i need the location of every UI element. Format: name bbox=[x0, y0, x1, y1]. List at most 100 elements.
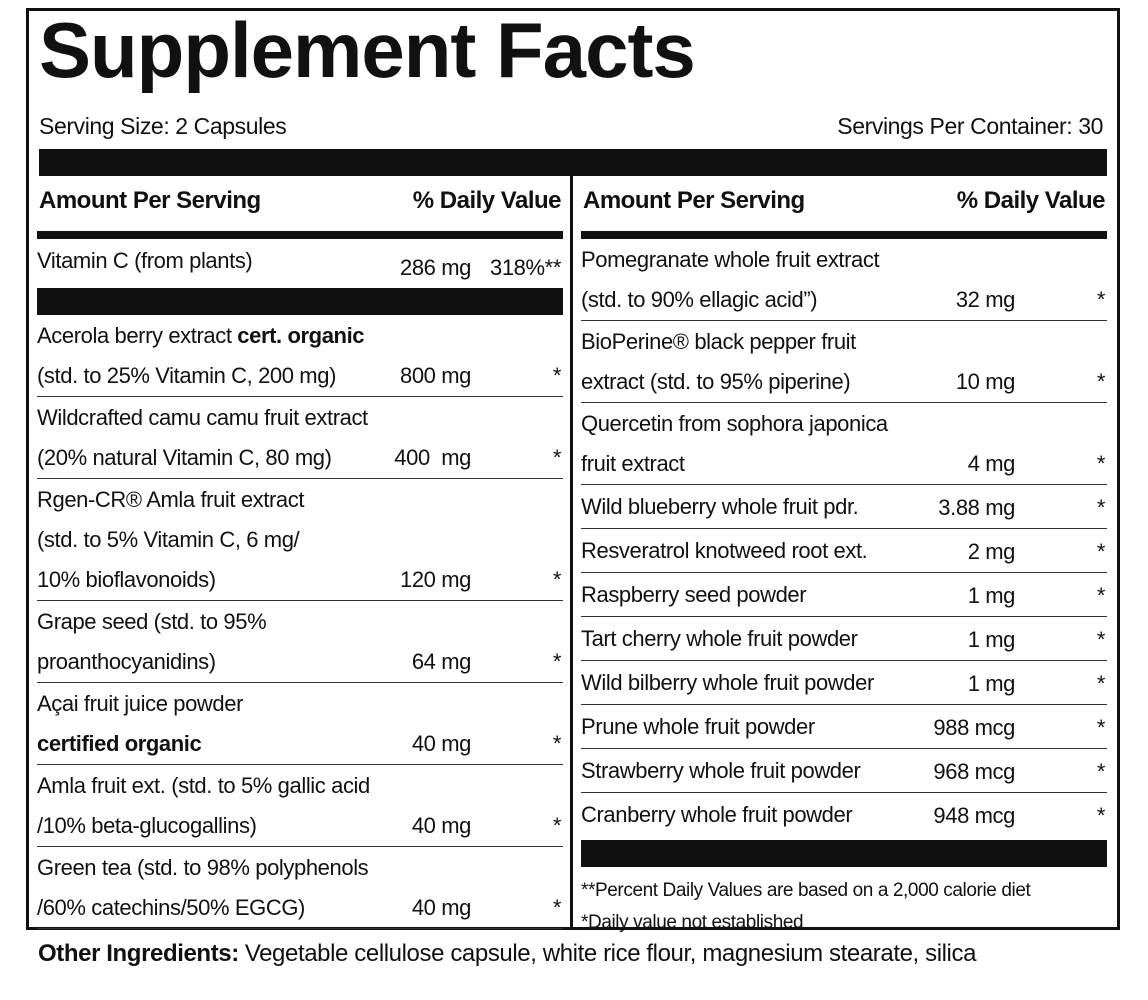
separator-bar bbox=[39, 149, 1107, 176]
daily-value: * bbox=[1096, 369, 1106, 394]
ingredient-row: Rgen-CR® Amla fruit extract (std. to 5% V… bbox=[37, 479, 563, 601]
ingredient-row: Amla fruit ext. (std. to 5% gallic acid /… bbox=[37, 765, 563, 847]
amount: 40 mg bbox=[411, 731, 472, 756]
ingredient-text: Wildcrafted camu camu fruit extract bbox=[37, 405, 368, 430]
ingredient-row: Quercetin from sophora japonica fruit ext… bbox=[581, 403, 1107, 485]
ingredient-row: Vitamin C (from plants) 286 mg 318%** bbox=[37, 239, 563, 288]
ingredient-row: Tart cherry whole fruit powder 1 mg * bbox=[581, 617, 1107, 661]
ingredient-text: Rgen-CR® Amla fruit extract bbox=[37, 487, 305, 512]
ingredient-text: certified organic bbox=[37, 731, 202, 756]
daily-value: * bbox=[552, 363, 562, 388]
ingredient-text: Vitamin C (from plants) bbox=[37, 248, 253, 273]
primary-rows: Vitamin C (from plants) 286 mg 318%** bbox=[37, 239, 563, 288]
serving-size: Serving Size: 2 Capsules bbox=[39, 113, 287, 139]
daily-value: * bbox=[1096, 539, 1106, 564]
ingredient-text: Cranberry whole fruit powder bbox=[581, 802, 853, 827]
footnote: **Percent Daily Values are based on a 2,… bbox=[581, 880, 1031, 901]
ingredient-line: Strawberry whole fruit powder bbox=[581, 750, 1107, 792]
ingredient-row: Prune whole fruit powder 988 mcg * bbox=[581, 705, 1107, 749]
ingredient-text: (std. to 25% Vitamin C, 200 mg) bbox=[37, 363, 336, 388]
ingredient-row: BioPerine® black pepper fruit extract (st… bbox=[581, 321, 1107, 403]
amount: 948 mcg bbox=[933, 803, 1015, 828]
ingredient-text: Strawberry whole fruit powder bbox=[581, 758, 861, 783]
dv-header: % Daily Value bbox=[956, 187, 1106, 214]
ingredient-line: Acerola berry extract cert. organic bbox=[37, 316, 563, 356]
ingredient-text: /10% beta-glucogallins) bbox=[37, 813, 257, 838]
other-label: Other Ingredients: bbox=[38, 940, 239, 967]
daily-value: * bbox=[1096, 803, 1106, 828]
ingredient-line: Vitamin C (from plants) bbox=[37, 240, 563, 282]
amount: 120 mg bbox=[400, 567, 471, 592]
ingredient-line: /60% catechins/50% EGCG) bbox=[37, 888, 563, 928]
ingredient-line: Cranberry whole fruit powder bbox=[581, 794, 1107, 836]
ingredient-line: Prune whole fruit powder bbox=[581, 706, 1107, 748]
servings-per-container: Servings Per Container: 30 bbox=[837, 113, 1103, 139]
ingredient-line: Tart cherry whole fruit powder bbox=[581, 618, 1107, 660]
ingredient-line: proanthocyanidins) bbox=[37, 642, 563, 682]
ingredient-text: (std. to 5% Vitamin C, 6 mg/ bbox=[37, 527, 300, 552]
ingredient-row: Wild blueberry whole fruit pdr. 3.88 mg * bbox=[581, 485, 1107, 529]
ingredient-line: BioPerine® black pepper fruit bbox=[581, 322, 1107, 362]
ingredient-text: cert. organic bbox=[237, 323, 365, 348]
ingredient-text: Pomegranate whole fruit extract bbox=[581, 247, 880, 272]
amount: 40 mg bbox=[411, 813, 472, 838]
ingredient-row: Resveratrol knotweed root ext. 2 mg * bbox=[581, 529, 1107, 573]
amount: 988 mcg bbox=[933, 715, 1015, 740]
ingredient-line: extract (std. to 95% piperine) bbox=[581, 362, 1107, 402]
daily-value: * bbox=[1096, 451, 1106, 476]
ingredient-line: Resveratrol knotweed root ext. bbox=[581, 530, 1107, 572]
ingredient-text: Quercetin from sophora japonica bbox=[581, 411, 888, 436]
daily-value: * bbox=[1096, 583, 1106, 608]
ingredient-line: Açai fruit juice powder bbox=[37, 684, 563, 724]
ingredient-row: Wild bilberry whole fruit powder 1 mg * bbox=[581, 661, 1107, 705]
ingredient-text: fruit extract bbox=[581, 451, 685, 476]
daily-value: * bbox=[1096, 759, 1106, 784]
daily-value: * bbox=[1096, 495, 1106, 520]
footnotes: **Percent Daily Values are based on a 2,… bbox=[581, 875, 1107, 939]
amount: 40 mg bbox=[411, 895, 472, 920]
ingredient-line: certified organic bbox=[37, 724, 563, 764]
facts-panel: Supplement Facts Serving Size: 2 Capsule… bbox=[26, 6, 1120, 933]
ingredient-text: (20% natural Vitamin C, 80 mg) bbox=[37, 445, 332, 470]
amount-header: Amount Per Serving bbox=[583, 187, 805, 214]
amount: 968 mcg bbox=[933, 759, 1015, 784]
dv-header: % Daily Value bbox=[412, 187, 562, 214]
daily-value: * bbox=[552, 813, 562, 838]
amount: 1 mg bbox=[967, 671, 1016, 696]
ingredient-text: /60% catechins/50% EGCG) bbox=[37, 895, 305, 920]
ingredient-line: Wildcrafted camu camu fruit extract bbox=[37, 398, 563, 438]
separator-bar bbox=[37, 288, 563, 315]
daily-value: * bbox=[1096, 287, 1106, 312]
amount: 2 mg bbox=[967, 539, 1016, 564]
ingredient-line: Raspberry seed powder bbox=[581, 574, 1107, 616]
ingredient-line: 10% bioflavonoids) bbox=[37, 560, 563, 600]
ingredient-text: Green tea (std. to 98% polyphenols bbox=[37, 855, 369, 880]
ingredient-text: 10% bioflavonoids) bbox=[37, 567, 216, 592]
ingredient-line: (20% natural Vitamin C, 80 mg) bbox=[37, 438, 563, 478]
ingredient-text: proanthocyanidins) bbox=[37, 649, 216, 674]
daily-value: * bbox=[552, 445, 562, 470]
title: Supplement Facts bbox=[39, 6, 696, 94]
ingredient-line: Green tea (std. to 98% polyphenols bbox=[37, 848, 563, 888]
ingredient-row: Pomegranate whole fruit extract (std. to … bbox=[581, 239, 1107, 321]
ingredient-row: Green tea (std. to 98% polyphenols/60% c… bbox=[37, 847, 563, 929]
ingredient-text: Grape seed (std. to 95% bbox=[37, 609, 267, 634]
daily-value: * bbox=[1096, 715, 1106, 740]
ingredient-line: Wild bilberry whole fruit powder bbox=[581, 662, 1107, 704]
daily-value: * bbox=[552, 567, 562, 592]
daily-value: * bbox=[552, 731, 562, 756]
ingredient-text: Amla fruit ext. (std. to 5% gallic acid bbox=[37, 773, 370, 798]
amount: 64 mg bbox=[411, 649, 472, 674]
amount: 3.88 mg bbox=[938, 495, 1015, 520]
ingredient-row: Cranberry whole fruit powder 948 mcg * bbox=[581, 793, 1107, 836]
ingredient-line: (std. to 5% Vitamin C, 6 mg/ bbox=[37, 520, 563, 560]
column-header: Amount Per Serving % Daily Value bbox=[581, 176, 1107, 239]
other-ingredients: Other Ingredients: Vegetable cellulose ca… bbox=[38, 940, 976, 968]
amount: 400 mg bbox=[394, 445, 471, 470]
other-text: Vegetable cellulose capsule, white rice … bbox=[244, 940, 977, 967]
ingredient-line: Quercetin from sophora japonica bbox=[581, 404, 1107, 444]
ingredient-line: Rgen-CR® Amla fruit extract bbox=[37, 480, 563, 520]
ingredient-line: Amla fruit ext. (std. to 5% gallic acid bbox=[37, 766, 563, 806]
ingredient-row: Grape seed (std. to 95% proanthocyanidins… bbox=[37, 601, 563, 683]
